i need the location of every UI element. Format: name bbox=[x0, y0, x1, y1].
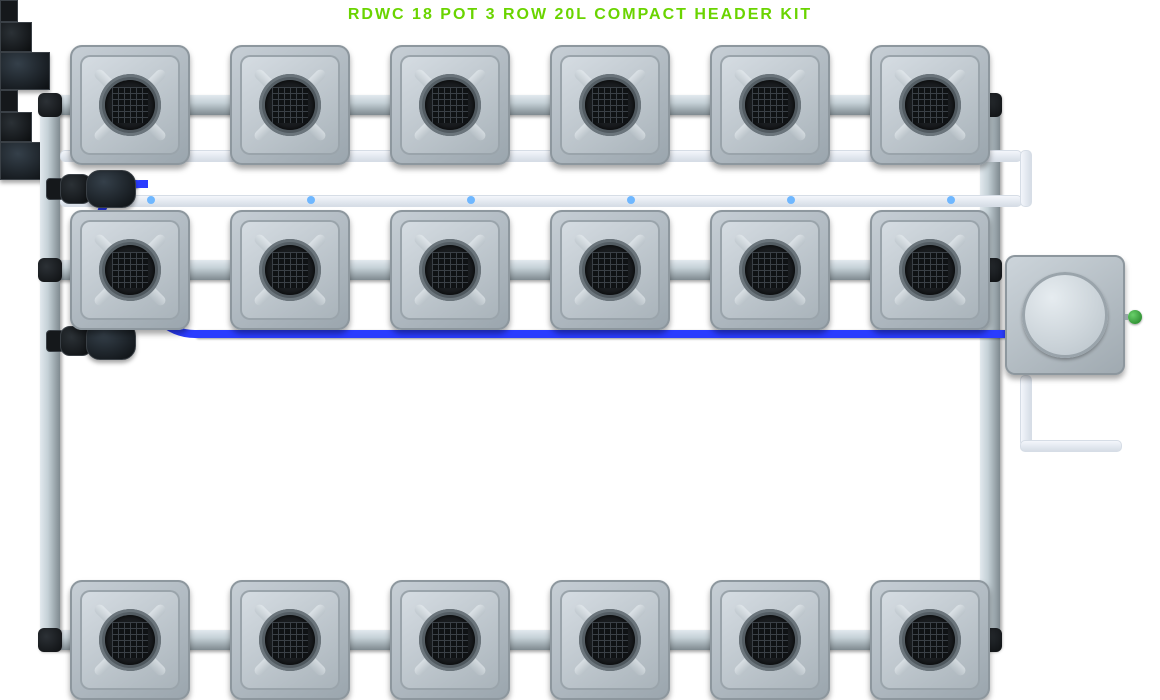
grow-pot bbox=[870, 45, 990, 165]
air-tube bbox=[1020, 440, 1122, 452]
grow-pot bbox=[550, 45, 670, 165]
blue-hose bbox=[195, 330, 1035, 338]
reservoir-tank bbox=[1005, 255, 1125, 375]
grow-pot bbox=[230, 45, 350, 165]
grow-pot bbox=[70, 580, 190, 700]
grow-pot bbox=[230, 580, 350, 700]
[object HTMLDivElement] bbox=[0, 90, 18, 112]
tube-connector bbox=[467, 196, 475, 204]
grow-pot bbox=[710, 580, 830, 700]
air-tube bbox=[1020, 375, 1032, 447]
reservoir-valve bbox=[1128, 310, 1142, 324]
pipe-elbow bbox=[38, 93, 62, 117]
air-tube bbox=[1020, 150, 1032, 207]
grow-pot bbox=[710, 210, 830, 330]
grow-pot bbox=[550, 580, 670, 700]
grow-pot bbox=[870, 580, 990, 700]
air-tube bbox=[60, 195, 1022, 207]
[object HTMLDivElement] bbox=[0, 22, 32, 52]
grow-pot bbox=[710, 45, 830, 165]
[object HTMLDivElement] bbox=[0, 112, 32, 142]
tube-connector bbox=[147, 196, 155, 204]
grow-pot bbox=[70, 45, 190, 165]
grow-pot bbox=[70, 210, 190, 330]
[object HTMLDivElement] bbox=[0, 52, 50, 90]
water-pump bbox=[46, 170, 136, 206]
pipe-elbow bbox=[38, 258, 62, 282]
grow-pot bbox=[390, 580, 510, 700]
grow-pot bbox=[390, 210, 510, 330]
tube-connector bbox=[787, 196, 795, 204]
manifold-pipe bbox=[980, 95, 1000, 650]
tube-connector bbox=[627, 196, 635, 204]
tube-connector bbox=[947, 196, 955, 204]
grow-pot bbox=[550, 210, 670, 330]
tube-connector bbox=[307, 196, 315, 204]
grow-pot bbox=[870, 210, 990, 330]
diagram-title: RDWC 18 POT 3 ROW 20L COMPACT HEADER KIT bbox=[0, 6, 1160, 24]
pipe-elbow bbox=[38, 628, 62, 652]
grow-pot bbox=[390, 45, 510, 165]
grow-pot bbox=[230, 210, 350, 330]
